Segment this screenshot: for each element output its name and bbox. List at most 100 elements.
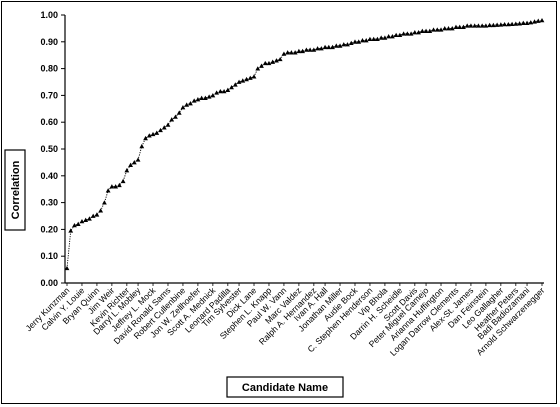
data-point — [176, 110, 182, 115]
data-point — [173, 114, 178, 119]
data-point — [408, 31, 414, 36]
data-point — [135, 157, 141, 162]
data-point — [158, 127, 163, 133]
data-point — [498, 22, 504, 27]
data-point — [333, 43, 339, 48]
data-point — [146, 133, 152, 138]
data-point — [210, 93, 216, 98]
series-connecting-line — [66, 19, 543, 269]
data-point — [113, 184, 119, 189]
data-point — [367, 36, 373, 42]
data-point — [449, 26, 455, 31]
data-point — [225, 87, 231, 92]
data-point — [236, 79, 242, 84]
data-point — [535, 18, 541, 23]
data-point — [352, 39, 358, 44]
data-point — [468, 23, 474, 28]
data-point — [68, 228, 74, 233]
data-point — [446, 26, 451, 31]
series-points — [64, 17, 545, 271]
data-point — [247, 75, 253, 80]
data-point — [360, 38, 365, 43]
data-point — [180, 105, 186, 110]
data-point — [188, 101, 193, 106]
data-point — [509, 21, 515, 27]
data-point — [255, 66, 261, 71]
data-point — [262, 60, 268, 66]
y-tick-label: 0.90 — [40, 37, 58, 47]
data-point — [528, 20, 534, 25]
data-point — [150, 131, 156, 137]
data-point — [490, 22, 496, 28]
data-point — [472, 23, 478, 28]
data-point — [79, 218, 85, 224]
data-point — [72, 222, 77, 228]
data-point — [464, 23, 470, 28]
data-point — [348, 40, 354, 46]
data-point — [143, 135, 148, 141]
x-axis-title: Candidate Name — [242, 382, 328, 394]
data-point — [363, 38, 369, 43]
data-point — [94, 212, 100, 217]
data-point — [221, 88, 227, 94]
data-point — [434, 27, 440, 32]
data-point — [240, 78, 246, 83]
data-point — [412, 30, 418, 35]
data-point — [356, 39, 362, 44]
data-point — [292, 50, 298, 55]
y-tick-label: 0.40 — [40, 171, 58, 181]
data-point — [266, 60, 272, 66]
y-tick-label: 0.80 — [40, 64, 58, 74]
data-point — [401, 31, 407, 36]
data-point — [285, 50, 291, 55]
data-point — [505, 21, 511, 27]
y-tick-label: 0.50 — [40, 144, 58, 154]
data-point — [427, 28, 433, 33]
data-point — [322, 44, 328, 50]
data-point — [109, 184, 115, 189]
data-point — [244, 76, 249, 82]
data-point — [461, 24, 466, 29]
data-point — [416, 30, 421, 35]
data-point — [513, 21, 519, 26]
data-point — [520, 20, 526, 25]
data-point — [397, 32, 403, 38]
data-point — [494, 22, 500, 27]
data-point — [419, 28, 425, 33]
data-point — [270, 59, 276, 64]
data-point — [165, 122, 171, 127]
data-point — [431, 27, 436, 32]
data-point — [202, 95, 208, 100]
x-axis-title-box: Candidate Name — [226, 376, 344, 398]
data-point — [214, 90, 220, 95]
data-point — [442, 26, 448, 31]
data-point — [341, 42, 347, 47]
data-point — [438, 27, 444, 32]
data-point — [517, 21, 522, 26]
data-point — [404, 31, 410, 36]
y-tick-label: 0.30 — [40, 198, 58, 208]
axes — [64, 15, 544, 286]
y-tick-label: 0.60 — [40, 117, 58, 127]
y-tick-labels: 0.00 0.10 0.20 0.30 0.40 0.50 0.60 0.70 0.80 0.90… — [40, 10, 65, 288]
data-point — [375, 36, 380, 42]
data-point — [281, 51, 287, 56]
data-point — [251, 74, 257, 79]
data-point — [217, 88, 223, 94]
data-point — [154, 130, 160, 135]
data-point — [90, 213, 96, 218]
data-point — [120, 178, 126, 184]
y-tick-label: 1.00 — [40, 10, 58, 20]
data-point — [487, 22, 493, 28]
data-point — [539, 17, 545, 23]
data-point — [139, 143, 145, 149]
data-point — [83, 217, 89, 222]
data-point — [532, 19, 537, 24]
data-point — [229, 84, 234, 90]
data-point — [386, 34, 392, 39]
data-point — [289, 50, 294, 55]
data-point — [479, 23, 485, 28]
data-point — [382, 35, 388, 40]
